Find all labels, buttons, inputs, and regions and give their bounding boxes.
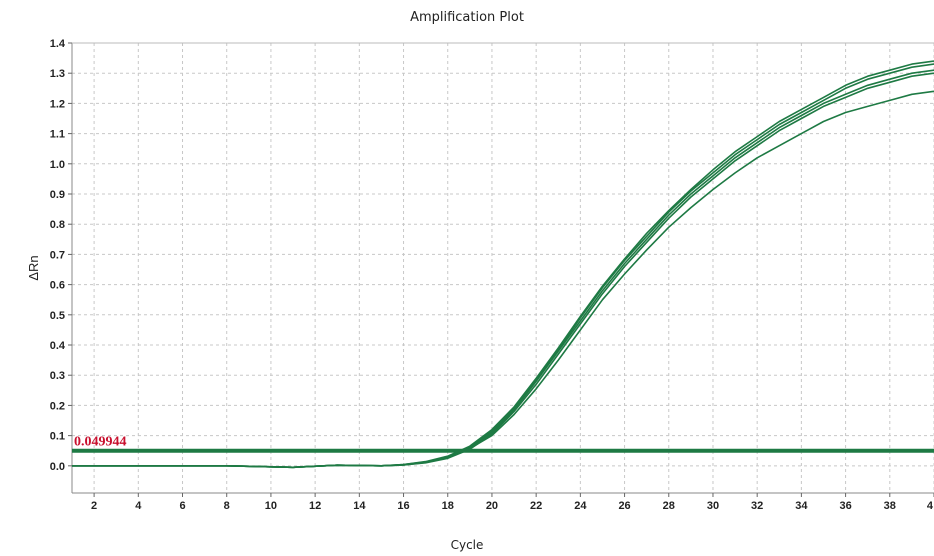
x-tick-label: 10 xyxy=(265,500,277,512)
series-line-4 xyxy=(72,60,934,469)
y-tick-label: 1.2 xyxy=(50,98,65,110)
y-tick-label: 0.8 xyxy=(50,219,65,231)
plot-frame xyxy=(71,42,934,494)
y-tick-label: 0.5 xyxy=(50,310,65,322)
y-axis-ticks: 0.0 0.1 0.2 0.3 0.4 0.5 0.6 0.7 0.8 0.9 1.0 1.1 1.2 1… xyxy=(50,38,72,473)
x-tick-label: 6 xyxy=(179,500,185,512)
y-tick-label: 0.0 xyxy=(50,461,65,473)
y-tick-label: 0.2 xyxy=(50,400,65,412)
y-tick-label: 1.3 xyxy=(50,68,65,80)
x-tick-label: 26 xyxy=(618,500,630,512)
x-tick-label: 8 xyxy=(224,500,230,512)
x-tick-label: 20 xyxy=(486,500,498,512)
series-line-2 xyxy=(72,69,934,469)
amplification-plot: 0.0 0.1 0.2 0.3 0.4 0.5 0.6 0.7 0.8 0.9 1.0 1.1 1.2 1… xyxy=(26,38,934,512)
x-tick-label: 24 xyxy=(574,500,587,512)
chart-title: Amplification Plot xyxy=(410,10,524,25)
x-tick-label: 34 xyxy=(795,500,808,512)
x-tick-label: 28 xyxy=(663,500,675,512)
series-line-5 xyxy=(72,90,934,469)
y-tick-label: 1.0 xyxy=(50,159,65,171)
x-tick-label: 2 xyxy=(91,500,97,512)
x-tick-label: 18 xyxy=(442,500,454,512)
series-line-3 xyxy=(72,63,934,469)
x-tick-label: 32 xyxy=(751,500,763,512)
x-tick-label: 12 xyxy=(309,500,321,512)
x-axis-ticks: 2 4 6 8 10 12 14 16 18 20 22 24 26 28 30 32 34 36 38 4 xyxy=(91,493,934,512)
x-tick-label: 38 xyxy=(884,500,896,512)
y-tick-label: 0.4 xyxy=(50,340,66,352)
x-tick-label: 4 xyxy=(135,500,142,512)
y-tick-label: 0.6 xyxy=(50,280,65,292)
y-tick-label: 0.1 xyxy=(50,431,65,443)
y-tick-label: 1.4 xyxy=(50,38,66,50)
threshold-label: 0.049944 xyxy=(74,435,127,450)
x-tick-label: 4 xyxy=(927,500,934,512)
grid xyxy=(72,42,934,493)
x-tick-label: 22 xyxy=(530,500,542,512)
y-tick-label: 0.9 xyxy=(50,189,65,201)
series-lines xyxy=(72,60,934,469)
y-tick-label: 0.7 xyxy=(50,249,65,261)
x-tick-label: 36 xyxy=(839,500,851,512)
threshold-group: 0.049944 xyxy=(72,435,934,453)
x-tick-label: 14 xyxy=(353,500,366,512)
x-tick-label: 16 xyxy=(397,500,409,512)
y-axis-label: ΔRn xyxy=(26,255,41,280)
y-tick-label: 1.1 xyxy=(50,129,65,141)
x-tick-label: 30 xyxy=(707,500,719,512)
x-axis-label: Cycle xyxy=(450,538,484,552)
y-tick-label: 0.3 xyxy=(50,370,65,382)
